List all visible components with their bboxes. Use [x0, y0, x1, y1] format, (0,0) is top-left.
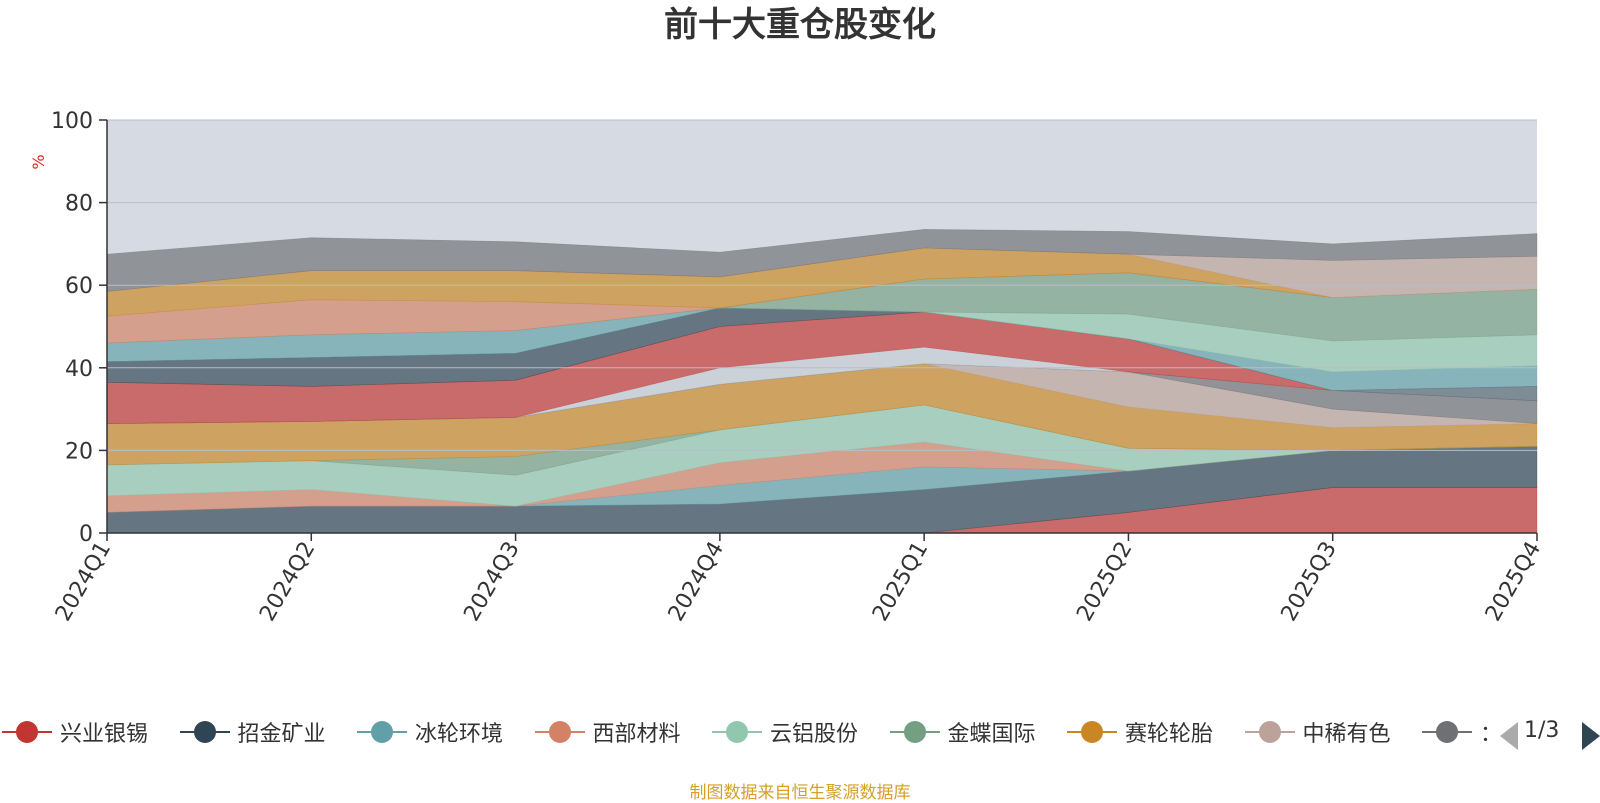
legend-item[interactable]: 赛轮轮胎 [1067, 712, 1213, 752]
legend-label: 西部材料 [592, 722, 681, 747]
y-axis-label: % [29, 154, 48, 169]
x-tick-label: 2024Q4 [664, 538, 729, 626]
y-tick-label: 20 [65, 439, 93, 464]
legend-label: 兴业银锡 [60, 722, 149, 747]
data-source-note: 制图数据来自恒生聚源数据库 [689, 783, 911, 803]
x-tick-label: 2025Q4 [1481, 538, 1546, 626]
legend-marker-icon [1067, 721, 1117, 743]
legend-item[interactable]: 兴业银锡 [2, 712, 148, 752]
legend-item[interactable]: ： [1422, 712, 1502, 752]
y-tick-label: 60 [65, 274, 93, 299]
legend-item[interactable]: 金蝶国际 [889, 712, 1036, 752]
legend-label: ： [1480, 722, 1503, 747]
legend-label: 赛轮轮胎 [1125, 722, 1214, 747]
y-tick-label: 80 [65, 192, 93, 217]
legend-label: 金蝶国际 [947, 722, 1036, 747]
y-tick-label: 100 [51, 109, 93, 134]
y-tick-label: 0 [79, 522, 93, 547]
legend-next-page-button[interactable] [1582, 722, 1600, 750]
x-tick-label: 2025Q1 [868, 538, 933, 626]
x-tick-label: 2025Q3 [1277, 538, 1342, 626]
legend-item[interactable]: 中稀有色 [1244, 712, 1391, 752]
legend-item[interactable]: 冰轮环境 [357, 712, 503, 752]
legend-page-indicator: 1/3 [1524, 718, 1560, 743]
area-series-20 [106, 229, 1538, 292]
legend-marker-icon [534, 721, 585, 743]
legend-marker-icon [712, 721, 762, 743]
legend-label: 冰轮环境 [415, 722, 504, 747]
legend-item[interactable]: 西部材料 [534, 712, 681, 752]
x-tick-label: 2024Q3 [459, 538, 524, 626]
legend-label: 中稀有色 [1302, 722, 1391, 747]
legend-marker-icon [357, 721, 407, 743]
y-tick-label: 40 [65, 357, 93, 382]
legend-marker-icon [179, 721, 230, 743]
area-chart: 0 20 40 60 80 100% 2024Q1 2024Q2 2024Q3 2024Q4 202… [29, 109, 1546, 626]
legend-marker-icon [1422, 721, 1472, 743]
legend-marker-icon [2, 721, 52, 743]
legend: 兴业银锡 招金矿业 冰轮环境 西部材料 云铝股份 金蝶国际 赛轮轮胎 中稀有色 ： [0, 712, 1600, 752]
legend-item[interactable]: 招金矿业 [179, 712, 326, 752]
x-tick-label: 2024Q2 [255, 538, 320, 626]
legend-marker-icon [1244, 721, 1295, 743]
legend-marker-icon [889, 721, 940, 743]
legend-item[interactable]: 云铝股份 [712, 712, 858, 752]
legend-pager: 1/3 [1498, 712, 1600, 752]
chart-title: 前十大重仓股变化 [664, 5, 936, 45]
x-tick-label: 2024Q1 [51, 538, 116, 626]
x-tick-label: 2025Q2 [1072, 538, 1137, 626]
legend-label: 云铝股份 [770, 722, 859, 747]
legend-prev-page-button[interactable] [1500, 722, 1518, 750]
legend-label: 招金矿业 [237, 722, 326, 747]
